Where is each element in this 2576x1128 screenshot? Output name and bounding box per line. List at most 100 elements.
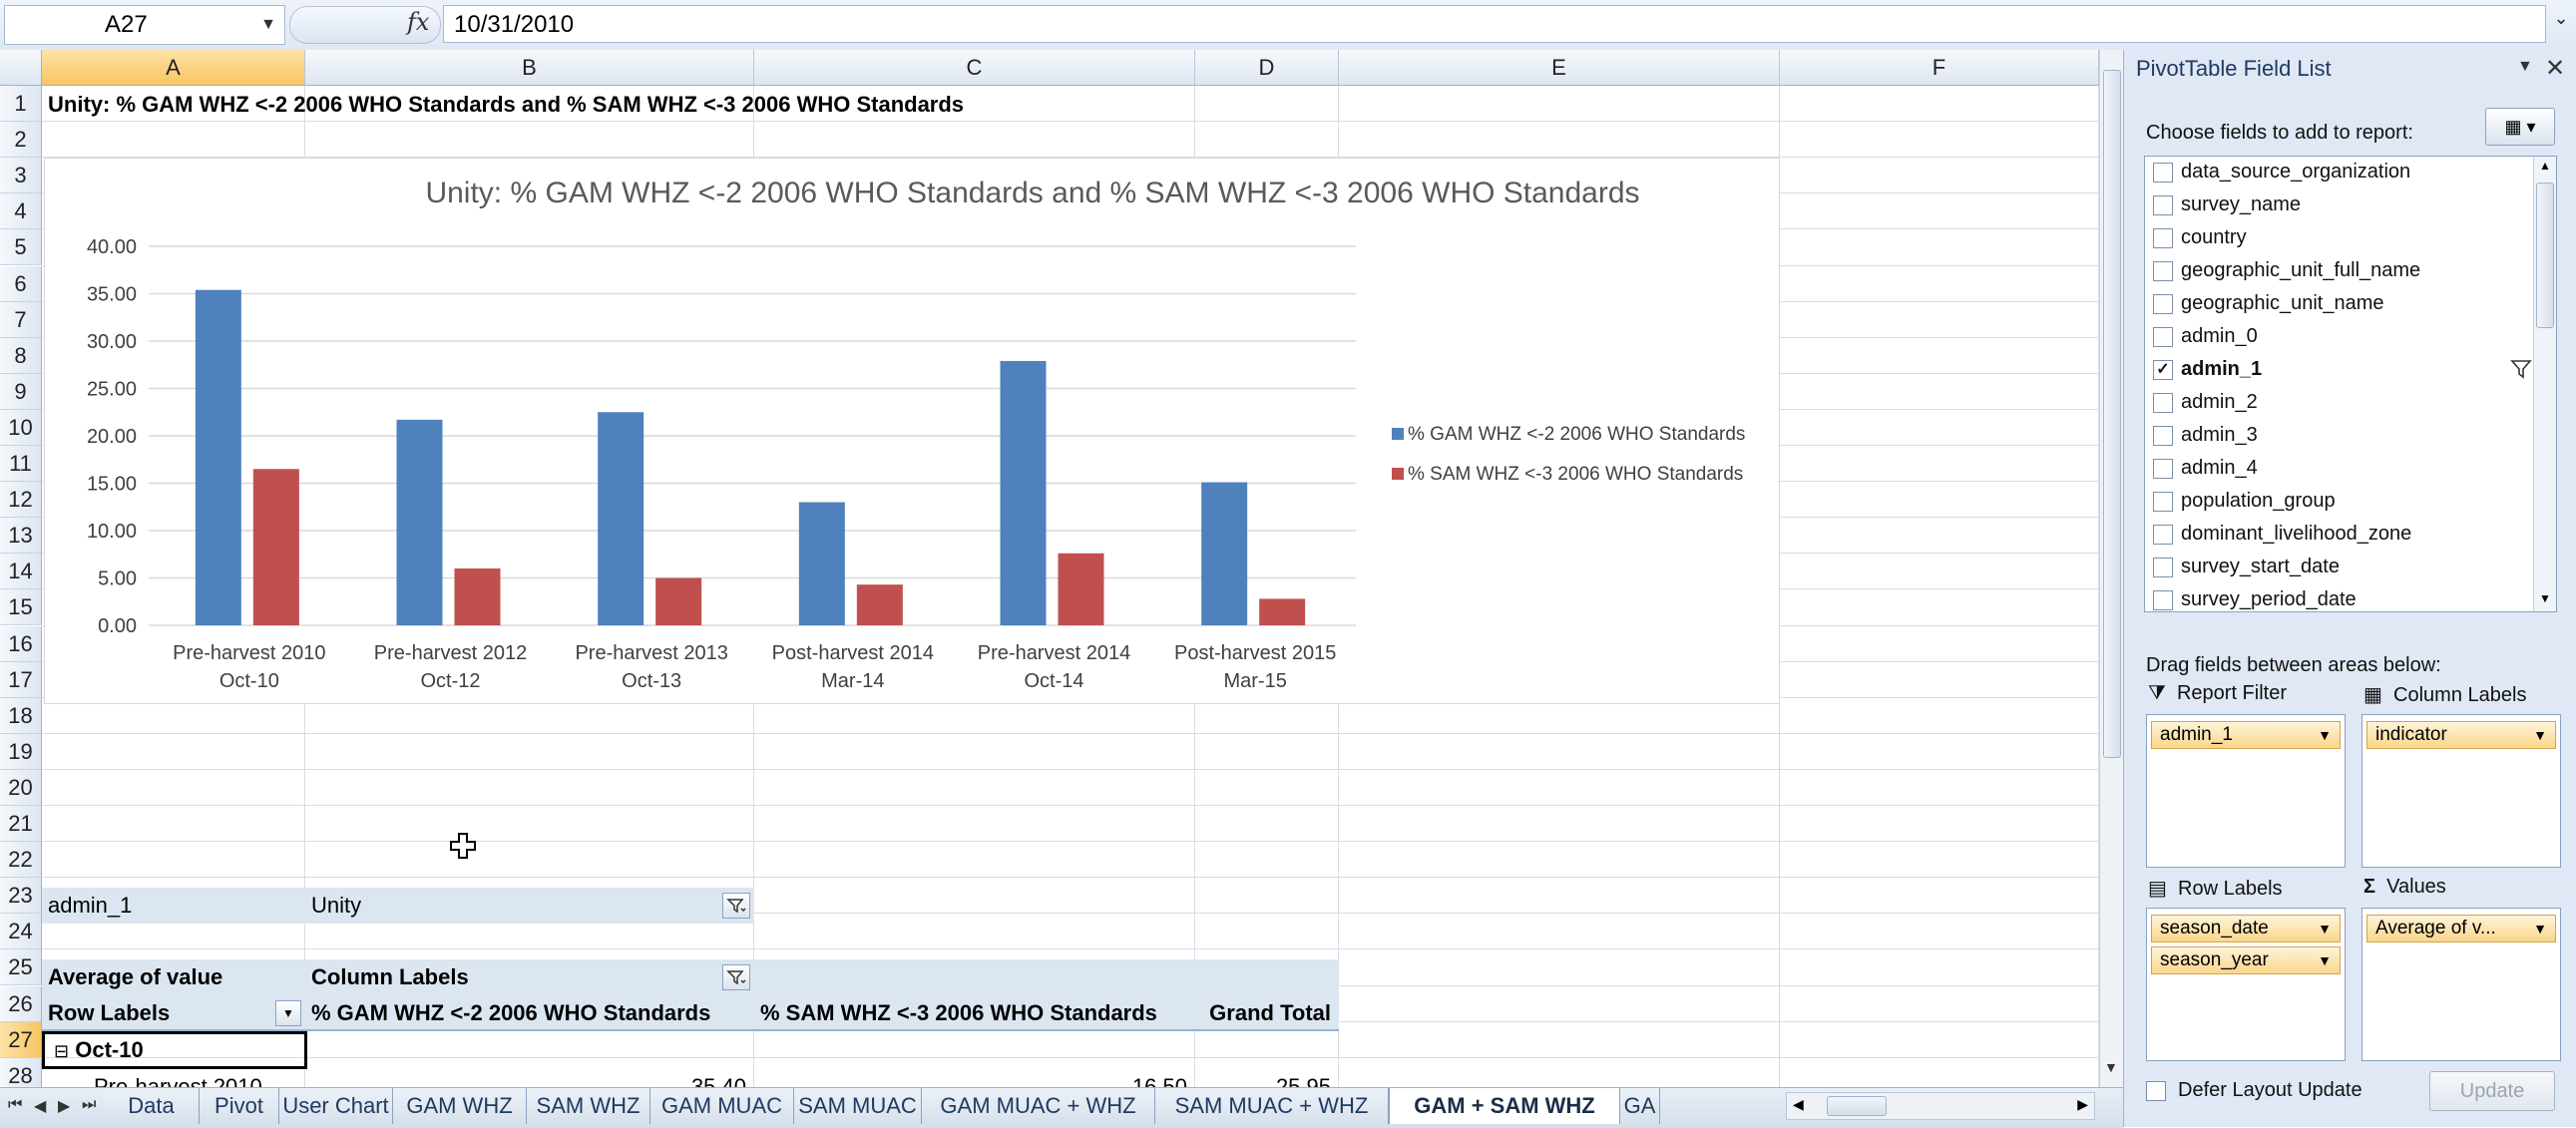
row-header-12[interactable]: 12 <box>0 482 42 519</box>
collapse-toggle-icon[interactable]: ⊟ <box>54 1041 70 1061</box>
row-header-18[interactable]: 18 <box>0 697 42 734</box>
field-item[interactable]: admin_3 <box>2153 420 2258 450</box>
row-header-8[interactable]: 8 <box>0 337 42 374</box>
values-chip[interactable]: Average of v... ▼ <box>2366 915 2556 942</box>
field-item[interactable]: survey_name <box>2153 189 2301 219</box>
next-sheet-icon[interactable]: ▶ <box>58 1098 71 1115</box>
row-header-23[interactable]: 23 <box>0 878 42 915</box>
report-filter-chip[interactable]: admin_1 ▼ <box>2151 721 2341 749</box>
field-checkbox[interactable] <box>2153 392 2173 413</box>
field-checkbox[interactable] <box>2153 326 2173 347</box>
field-list-scrollbar[interactable]: ▲ ▼ <box>2533 157 2556 611</box>
cell-b28[interactable]: 35.40 <box>690 1074 746 1087</box>
vertical-scrollbar[interactable]: ▼ <box>2099 50 2124 1087</box>
row-header-25[interactable]: 25 <box>0 949 42 986</box>
sheet-tab[interactable]: GAM MUAC <box>650 1088 794 1124</box>
chevron-down-icon[interactable]: ▼ <box>2318 921 2332 937</box>
cell-a1-title[interactable]: Unity: % GAM WHZ <-2 2006 WHO Standards … <box>48 92 965 117</box>
name-box-dropdown-icon[interactable]: ▼ <box>260 16 276 33</box>
row-labels-dropdown-icon[interactable]: ▼ <box>275 1000 301 1026</box>
field-item[interactable]: geographic_unit_name <box>2153 288 2384 318</box>
field-item[interactable]: admin_2 <box>2153 387 2258 417</box>
pane-options-icon[interactable]: ▼ <box>2517 58 2533 75</box>
horizontal-scrollbar[interactable]: ◀ ▶ <box>1786 1092 2095 1120</box>
sheet-tab[interactable]: SAM MUAC <box>794 1088 922 1124</box>
sheet-tab[interactable]: SAM MUAC + WHZ <box>1155 1088 1389 1124</box>
row-header-4[interactable]: 4 <box>0 193 42 230</box>
row-header-14[interactable]: 14 <box>0 554 42 590</box>
row-header-2[interactable]: 2 <box>0 122 42 159</box>
filter-icon[interactable] <box>2510 358 2532 386</box>
scroll-down-icon[interactable]: ▼ <box>2539 591 2551 605</box>
row-header-5[interactable]: 5 <box>0 229 42 266</box>
bar-chart[interactable]: Unity: % GAM WHZ <-2 2006 WHO Standards … <box>44 158 1780 704</box>
cell-c26[interactable]: % SAM WHZ <-3 2006 WHO Standards <box>760 1000 1157 1025</box>
sheet-tab[interactable]: Data <box>104 1088 200 1124</box>
defer-layout-checkbox[interactable] <box>2146 1081 2166 1101</box>
scroll-up-icon[interactable]: ▲ <box>2539 159 2551 173</box>
field-checkbox[interactable] <box>2153 524 2173 545</box>
formula-input[interactable]: 10/31/2010 <box>443 5 2546 43</box>
sheet-tab[interactable]: User Chart <box>279 1088 393 1124</box>
row-header-17[interactable]: 17 <box>0 661 42 698</box>
sheet-tab[interactable]: Pivot <box>200 1088 279 1124</box>
row-header-15[interactable]: 15 <box>0 589 42 626</box>
row-header-11[interactable]: 11 <box>0 446 42 483</box>
row-header-16[interactable]: 16 <box>0 625 42 662</box>
cell-c28[interactable]: 16.50 <box>1131 1074 1187 1087</box>
scroll-down-icon[interactable]: ▼ <box>2104 1059 2118 1075</box>
column-header-b[interactable]: B <box>305 50 754 86</box>
scroll-right-icon[interactable]: ▶ <box>2077 1096 2088 1112</box>
column-labels-area[interactable]: indicator ▼ <box>2361 714 2561 868</box>
cell-a27[interactable]: ⊟ Oct-10 <box>48 1033 144 1067</box>
scroll-left-icon[interactable]: ◀ <box>1793 1096 1804 1112</box>
chevron-down-icon[interactable]: ▼ <box>2318 727 2332 743</box>
cell-b23[interactable]: Unity <box>311 893 362 918</box>
row-header-22[interactable]: 22 <box>0 842 42 879</box>
chevron-down-icon[interactable]: ▼ <box>2533 921 2547 937</box>
last-sheet-icon[interactable]: ⏭ <box>82 1096 97 1113</box>
field-item[interactable]: survey_period_date <box>2153 584 2357 611</box>
cell-b26[interactable]: % GAM WHZ <-2 2006 WHO Standards <box>311 1000 711 1025</box>
field-item[interactable]: population_group <box>2153 486 2336 516</box>
expand-formula-bar-icon[interactable]: ⌄ <box>2553 8 2569 28</box>
report-filter-dropdown-icon[interactable] <box>722 893 750 919</box>
row-header-28[interactable]: 28 <box>0 1057 42 1087</box>
field-checkbox[interactable] <box>2153 458 2173 479</box>
values-area[interactable]: Average of v... ▼ <box>2361 908 2561 1061</box>
field-item[interactable]: admin_4 <box>2153 453 2258 483</box>
column-header-f[interactable]: F <box>1780 50 2099 86</box>
column-labels-chip[interactable]: indicator ▼ <box>2366 721 2556 749</box>
field-checkbox[interactable] <box>2153 589 2173 610</box>
field-checkbox[interactable] <box>2153 227 2173 248</box>
row-header-19[interactable]: 19 <box>0 733 42 770</box>
report-filter-area[interactable]: admin_1 ▼ <box>2146 714 2346 868</box>
row-header-21[interactable]: 21 <box>0 806 42 843</box>
field-item[interactable]: dominant_livelihood_zone <box>2153 519 2411 549</box>
sheet-tab[interactable]: GAM WHZ <box>393 1088 527 1124</box>
row-header-24[interactable]: 24 <box>0 914 42 950</box>
sheet-tab[interactable]: GAM + SAM WHZ <box>1389 1088 1620 1124</box>
update-button[interactable]: Update <box>2429 1071 2555 1111</box>
column-header-d[interactable]: D <box>1195 50 1339 86</box>
active-cell-a27[interactable] <box>42 1031 307 1069</box>
field-checkbox[interactable] <box>2153 491 2173 512</box>
field-list-scroll-thumb[interactable] <box>2536 183 2554 328</box>
row-header-10[interactable]: 10 <box>0 409 42 446</box>
row-labels-chip-1[interactable]: season_date ▼ <box>2151 915 2341 942</box>
cell-d28[interactable]: 25.95 <box>1275 1074 1331 1087</box>
field-checkbox[interactable] <box>2153 293 2173 314</box>
field-checkbox[interactable] <box>2153 557 2173 577</box>
name-box[interactable]: A27 ▼ <box>4 5 285 45</box>
cell-a28[interactable]: Pre-harvest 2010 <box>94 1074 262 1087</box>
cell-d26[interactable]: Grand Total <box>1209 1000 1331 1025</box>
row-header-3[interactable]: 3 <box>0 158 42 194</box>
field-item[interactable]: geographic_unit_full_name <box>2153 255 2420 285</box>
field-checkbox[interactable] <box>2153 260 2173 281</box>
field-checkbox[interactable]: ✓ <box>2153 359 2173 380</box>
sheet-tab[interactable]: GAM MUAC + WHZ <box>922 1088 1155 1124</box>
sheet-tab[interactable]: SAM WHZ <box>527 1088 650 1124</box>
prev-sheet-icon[interactable]: ◀ <box>34 1098 47 1115</box>
column-header-c[interactable]: C <box>754 50 1195 86</box>
